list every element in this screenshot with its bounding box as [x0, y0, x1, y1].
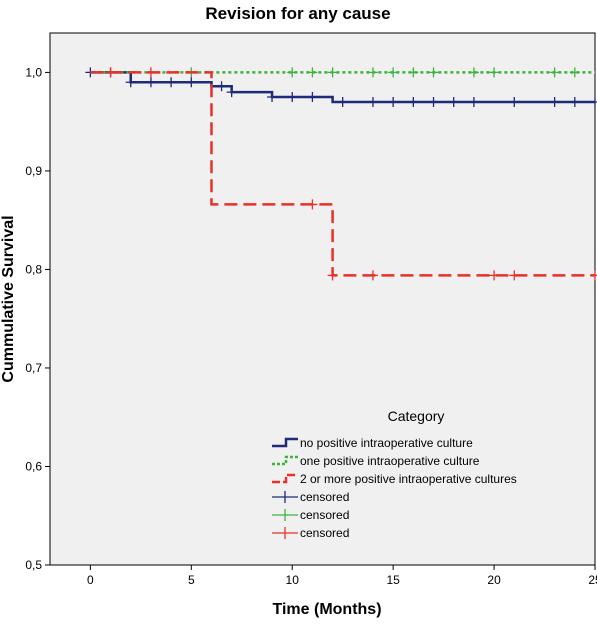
series-layer — [85, 67, 597, 281]
censor-mark — [145, 77, 156, 88]
series-3 — [90, 67, 597, 281]
legend-entry: censored — [272, 508, 349, 522]
legend: Category no positive intraoperative cultu… — [272, 408, 517, 540]
censor-mark — [468, 67, 479, 78]
censor-mark — [216, 81, 227, 92]
censor-mark — [166, 77, 177, 88]
y-tick-label: 1,0 — [25, 65, 42, 79]
censor-mark — [287, 67, 298, 78]
legend-label: one positive intraoperative culture — [300, 454, 480, 468]
legend-censor-marker — [272, 491, 298, 503]
censor-mark — [186, 77, 197, 88]
legend-swatch — [272, 473, 298, 484]
legend-swatch — [272, 455, 298, 466]
legend-label: censored — [300, 526, 349, 540]
censor-mark — [509, 270, 520, 281]
legend-censor-marker — [272, 527, 298, 539]
legend-title: Category — [388, 408, 445, 424]
censor-mark — [145, 67, 156, 78]
legend-label: censored — [300, 508, 349, 522]
y-tick-label: 0,9 — [25, 164, 42, 178]
legend-entry: 2 or more positive intraoperative cultur… — [272, 472, 517, 486]
censor-mark — [327, 270, 338, 281]
x-tick-label: 15 — [386, 573, 400, 587]
x-tick-label: 10 — [286, 573, 300, 587]
y-axis: 0,5 0,6 0,7 0,8 0,9 1,0 — [25, 65, 50, 572]
censor-mark — [408, 96, 419, 107]
censor-mark — [408, 67, 419, 78]
censor-mark — [549, 67, 560, 78]
censor-mark — [489, 67, 500, 78]
legend-censor-marker — [272, 509, 298, 521]
censor-mark — [509, 96, 520, 107]
censor-mark — [327, 67, 338, 78]
censor-mark — [388, 67, 399, 78]
plot-area — [49, 32, 596, 566]
x-tick-label: 5 — [188, 573, 195, 587]
censor-mark — [549, 96, 560, 107]
legend-entry: censored — [272, 490, 349, 504]
legend-label: no positive intraoperative culture — [300, 436, 473, 450]
censor-mark — [267, 92, 278, 103]
censor-mark — [367, 270, 378, 281]
censor-mark — [388, 96, 399, 107]
censor-mark — [337, 96, 348, 107]
censor-mark — [428, 67, 439, 78]
legend-label: censored — [300, 490, 349, 504]
x-tick-label: 20 — [487, 573, 501, 587]
x-axis-label: Time (Months) — [272, 601, 381, 618]
y-tick-label: 0,6 — [25, 459, 42, 473]
censor-mark — [367, 96, 378, 107]
censor-mark — [569, 67, 580, 78]
censor-mark — [287, 92, 298, 103]
series-line-3 — [90, 71, 595, 277]
x-axis: 0 5 10 15 20 25 — [87, 565, 597, 587]
censor-mark — [307, 199, 318, 210]
x-tick-label: 0 — [87, 573, 94, 587]
legend-entry: no positive intraoperative culture — [272, 436, 473, 450]
y-axis-label: Cummulative Survival — [0, 215, 17, 382]
censor-mark — [428, 96, 439, 107]
x-tick-label: 25 — [588, 573, 597, 587]
censor-mark — [569, 96, 580, 107]
legend-entry: one positive intraoperative culture — [272, 454, 480, 468]
y-tick-label: 0,8 — [25, 262, 42, 276]
censor-mark — [307, 67, 318, 78]
chart-title: Revision for any cause — [205, 4, 390, 23]
censor-mark — [448, 96, 459, 107]
censor-mark — [468, 96, 479, 107]
y-tick-label: 0,7 — [25, 361, 42, 375]
censor-mark — [590, 270, 597, 281]
censor-mark — [226, 87, 237, 98]
legend-entry: censored — [272, 526, 349, 540]
censor-mark — [489, 270, 500, 281]
censor-mark — [590, 96, 597, 107]
y-tick-label: 0,5 — [25, 558, 42, 572]
legend-swatch — [272, 437, 298, 448]
censor-mark — [307, 92, 318, 103]
censor-mark — [367, 67, 378, 78]
legend-label: 2 or more positive intraoperative cultur… — [300, 472, 517, 486]
censor-mark — [125, 77, 136, 88]
censor-mark — [105, 67, 116, 78]
